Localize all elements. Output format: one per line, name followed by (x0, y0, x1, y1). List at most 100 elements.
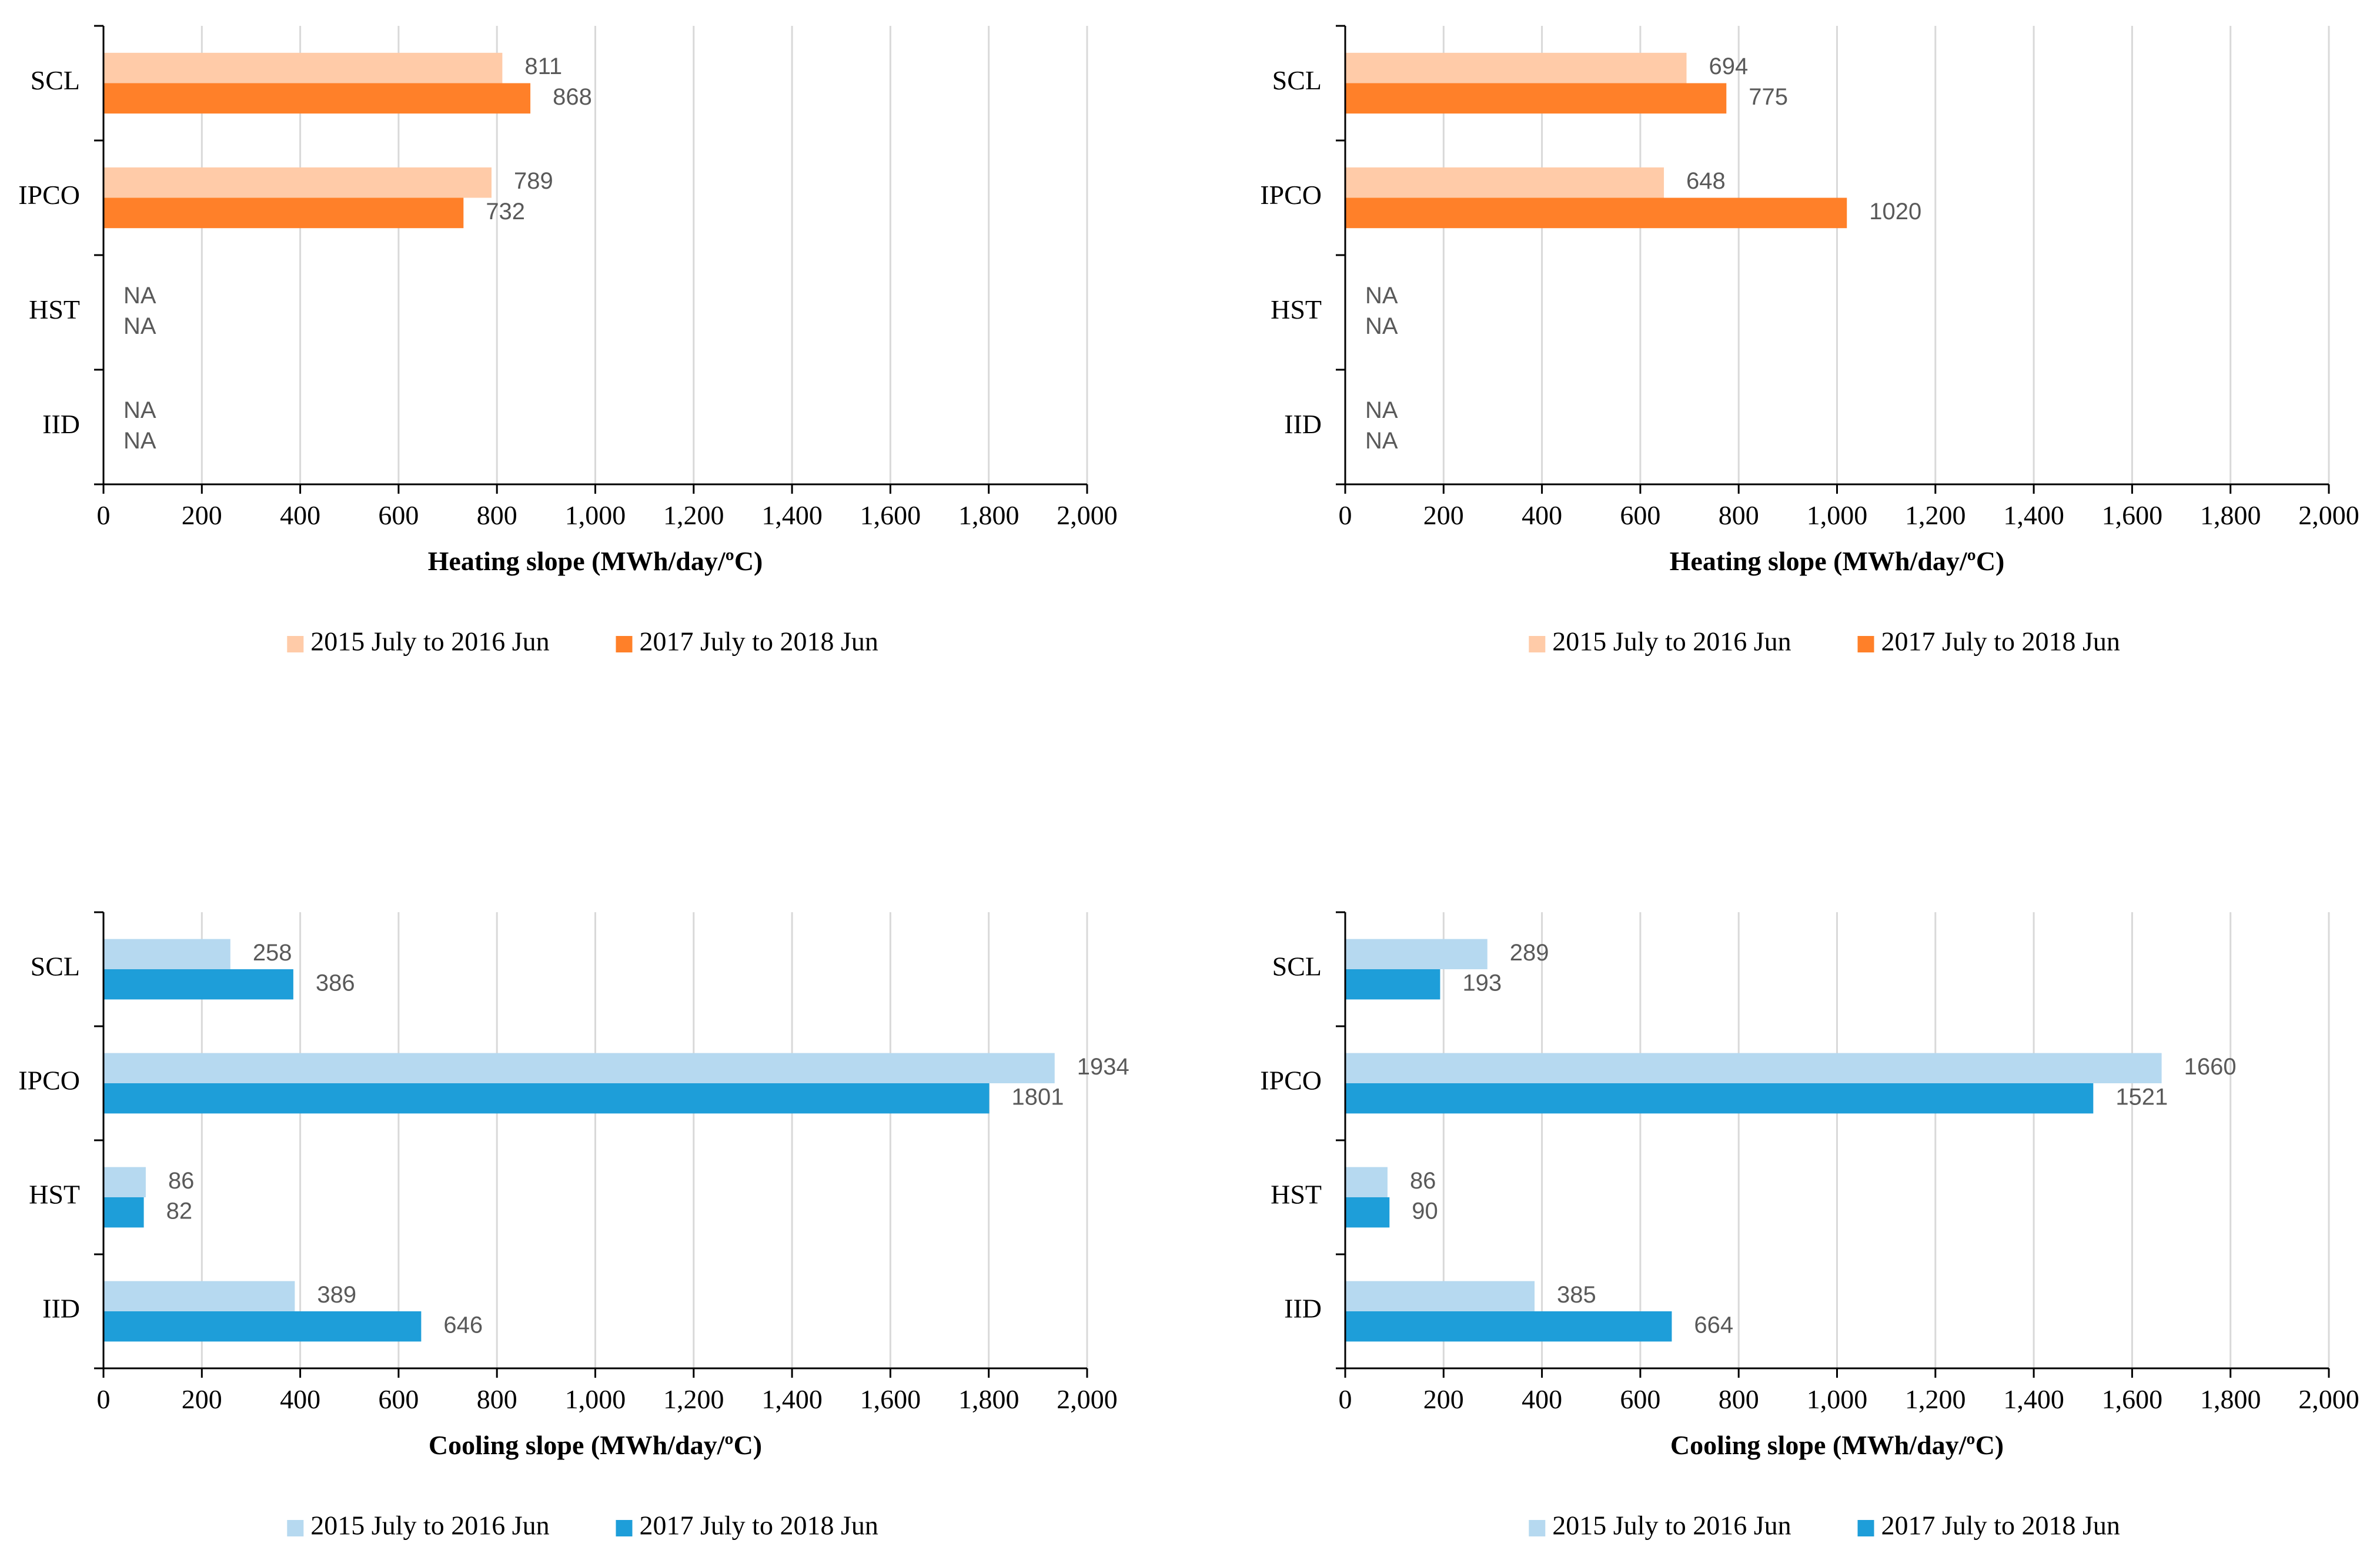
bar (1345, 52, 1687, 83)
x-tick-label: 200 (1423, 1384, 1464, 1414)
x-tick-label: 600 (378, 1384, 419, 1414)
legend-label: 2015 July to 2016 Jun (310, 1511, 549, 1541)
x-tick-label: 800 (1719, 1384, 1759, 1414)
data-label: 789 (514, 168, 553, 194)
category-label: IPCO (1260, 180, 1322, 210)
data-label: 664 (1694, 1312, 1733, 1338)
category-label: IID (1284, 409, 1322, 439)
x-tick-label: 2,000 (1057, 1384, 1118, 1414)
x-tick-label: 800 (1719, 500, 1759, 530)
x-tick-label: 0 (97, 1384, 111, 1414)
category-label: SCL (1272, 952, 1322, 982)
category-label: IID (1284, 1294, 1322, 1324)
category-label: SCL (1272, 65, 1322, 95)
category-label: IID (42, 409, 80, 439)
bar (1345, 1281, 1535, 1311)
x-tick-label: 400 (280, 500, 320, 530)
bar (1345, 197, 1847, 229)
data-label: 1020 (1869, 199, 1921, 225)
data-label: NA (1365, 397, 1398, 423)
legend: 2015 July to 2016 Jun 2017 July to 2018 J… (1529, 627, 2120, 657)
x-tick-label: 1,800 (958, 1384, 1019, 1414)
data-label: 694 (1709, 53, 1749, 79)
legend-swatch (1857, 1520, 1874, 1536)
x-tick-label: 600 (378, 500, 419, 530)
x-tick-label: 200 (182, 1384, 222, 1414)
bar (103, 939, 230, 969)
x-tick-label: 1,400 (2003, 1384, 2064, 1414)
bar (103, 83, 531, 114)
data-label: 1521 (2115, 1084, 2168, 1110)
x-axis-title: Cooling slope (MWh/day/ºC) (429, 1430, 762, 1460)
x-axis-title: Cooling slope (MWh/day/ºC) (1670, 1430, 2004, 1460)
x-tick-label: 1,200 (663, 1384, 724, 1414)
bar (103, 969, 293, 1000)
bar (103, 197, 464, 229)
data-label: 193 (1462, 970, 1502, 996)
legend-label: 2017 July to 2018 Jun (1881, 1511, 2120, 1541)
x-tick-label: 0 (1339, 500, 1352, 530)
data-label: NA (1365, 313, 1398, 339)
legend-label: 2017 July to 2018 Jun (1881, 627, 2120, 657)
data-label: 1660 (2184, 1054, 2237, 1080)
data-label: 386 (316, 970, 355, 996)
legend-label: 2015 July to 2016 Jun (1552, 627, 1791, 657)
chart-panel-cooling-right: 289 193 SCL 1660 1521 IPCO 86 90 HST 385 664 IID 0 20… (1260, 911, 2359, 1541)
category-label: IPCO (18, 180, 80, 210)
data-label: 86 (1410, 1168, 1436, 1194)
bar (1345, 83, 1727, 114)
x-tick-label: 600 (1620, 1384, 1660, 1414)
data-label: 1801 (1012, 1084, 1064, 1110)
bar (103, 167, 492, 198)
bar (103, 1281, 295, 1311)
data-label: 646 (443, 1312, 483, 1338)
data-label: NA (123, 397, 156, 423)
x-tick-label: 1,200 (663, 500, 724, 530)
x-tick-label: 2,000 (2298, 1384, 2359, 1414)
bar (1345, 1311, 1672, 1342)
bar (1345, 969, 1440, 1000)
bar (1345, 1083, 2094, 1114)
bar (103, 1053, 1055, 1083)
legend-swatch (287, 1520, 304, 1536)
x-tick-label: 1,400 (2003, 500, 2064, 530)
category-label: SCL (31, 65, 80, 95)
legend: 2015 July to 2016 Jun 2017 July to 2018 J… (287, 1511, 878, 1541)
bar (103, 52, 503, 83)
category-label: SCL (31, 952, 80, 982)
legend-swatch (1529, 636, 1546, 652)
data-label: NA (123, 283, 156, 309)
category-label: HST (29, 294, 80, 324)
bar (1345, 939, 1488, 969)
bar (1345, 1053, 2162, 1083)
x-tick-label: 1,600 (2102, 1384, 2163, 1414)
x-tick-label: 2,000 (2298, 500, 2359, 530)
x-tick-label: 2,000 (1057, 500, 1118, 530)
x-tick-label: 1,800 (958, 500, 1019, 530)
x-tick-label: 800 (477, 1384, 517, 1414)
x-tick-label: 1,800 (2200, 500, 2261, 530)
data-label: 289 (1510, 940, 1549, 966)
data-label: NA (1365, 428, 1398, 454)
category-label: IPCO (18, 1066, 80, 1096)
data-label: 385 (1557, 1282, 1596, 1308)
data-label: 258 (253, 940, 292, 966)
data-label: 1934 (1077, 1054, 1129, 1080)
x-tick-label: 1,000 (1807, 1384, 1868, 1414)
bar (103, 1167, 146, 1197)
x-tick-label: 1,400 (761, 500, 823, 530)
x-tick-label: 1,000 (565, 1384, 626, 1414)
bar (103, 1083, 990, 1114)
category-label: IPCO (1260, 1066, 1322, 1096)
x-tick-label: 1,800 (2200, 1384, 2261, 1414)
data-label: 90 (1412, 1198, 1438, 1224)
category-label: HST (29, 1180, 80, 1210)
x-tick-label: 400 (280, 1384, 320, 1414)
data-label: 732 (486, 199, 525, 225)
legend-label: 2017 July to 2018 Jun (640, 627, 878, 657)
chart-panel-heating-left: 811 868 SCL 789 732 IPCO NA NA HST NA NA IID 0 200 400… (18, 25, 1118, 657)
x-tick-label: 400 (1522, 1384, 1562, 1414)
data-label: 389 (317, 1282, 356, 1308)
data-label: 868 (553, 84, 592, 110)
